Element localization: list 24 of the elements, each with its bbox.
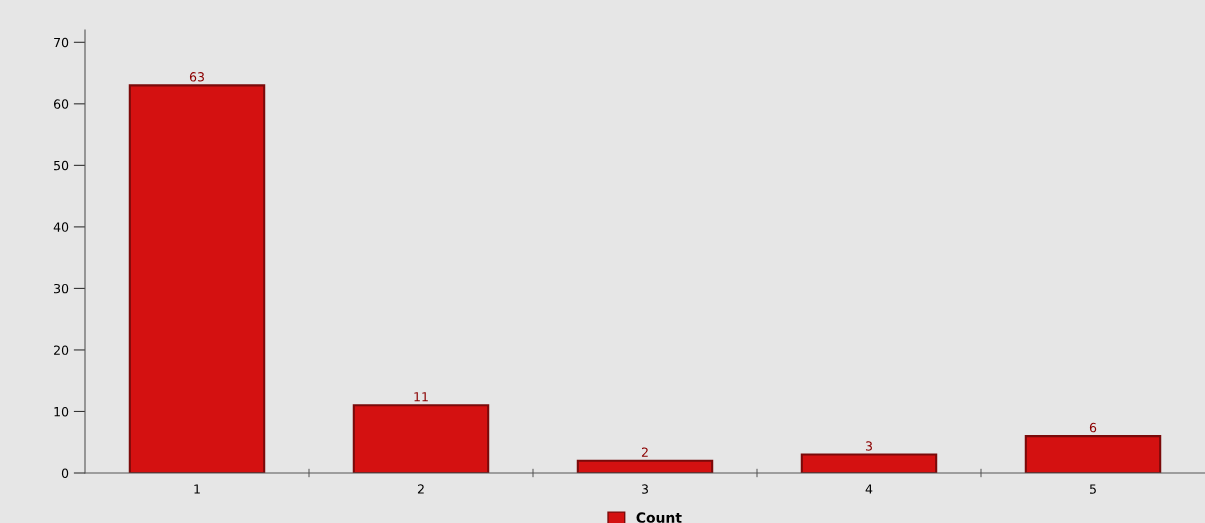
- y-tick-label: 60: [53, 99, 69, 109]
- data-label: 11: [414, 392, 428, 402]
- bar: [576, 459, 714, 473]
- y-tick-label: 10: [54, 406, 69, 417]
- y-tick-label: 0: [61, 468, 69, 478]
- y-tick-label: 20: [54, 345, 69, 355]
- x-tick-label: 4: [865, 484, 873, 494]
- data-label: 2: [641, 447, 648, 457]
- bar: [352, 404, 490, 473]
- bar: [800, 453, 938, 473]
- x-tick-label: 2: [417, 484, 424, 494]
- y-tick-label: 70: [54, 37, 69, 48]
- data-label: 6: [1089, 422, 1097, 433]
- legend-label: Count: [636, 512, 682, 523]
- y-tick-label: 30: [54, 283, 69, 294]
- y-tick-label: 50: [54, 160, 69, 171]
- x-tick-label: 3: [641, 484, 648, 494]
- y-tick-label: 40: [53, 222, 69, 232]
- bar: [128, 84, 266, 473]
- data-label: 3: [865, 441, 872, 451]
- x-tick-label: 1: [194, 484, 200, 494]
- x-tick-label: 5: [1089, 484, 1096, 494]
- bar: [1024, 435, 1162, 473]
- data-label: 63: [189, 72, 204, 82]
